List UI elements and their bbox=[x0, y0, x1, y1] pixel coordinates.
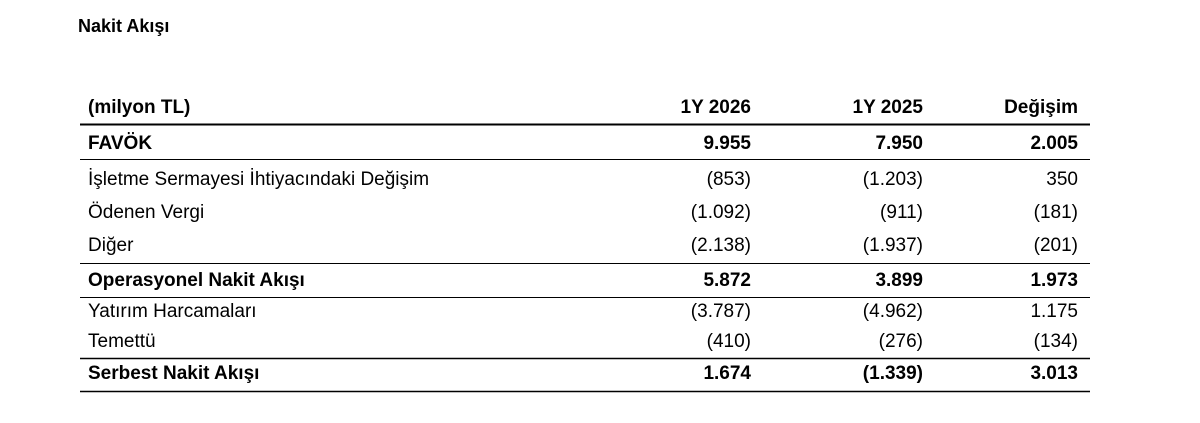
value-cell: (276) bbox=[879, 331, 923, 352]
value-cell: 1.674 bbox=[703, 363, 751, 384]
title: Nakit Akışı bbox=[78, 16, 169, 36]
header-cell: 1Y 2026 bbox=[681, 97, 751, 118]
value-cell: 3.013 bbox=[1030, 363, 1078, 384]
value-cell: 1.973 bbox=[1030, 270, 1078, 291]
row-label: İşletme Sermayesi İhtiyacındaki Değişim bbox=[88, 169, 429, 190]
value-cell: 5.872 bbox=[703, 270, 751, 291]
value-cell: 2.005 bbox=[1030, 133, 1078, 154]
value-cell: (1.092) bbox=[691, 202, 751, 223]
value-cell: (1.339) bbox=[863, 363, 923, 384]
value-cell: (134) bbox=[1034, 331, 1078, 352]
value-cell: (853) bbox=[707, 169, 751, 190]
value-cell: (911) bbox=[880, 202, 923, 223]
value-cell: (4.962) bbox=[863, 301, 923, 322]
row-label: Diğer bbox=[88, 235, 134, 256]
value-cell: (2.138) bbox=[691, 235, 751, 256]
row-label: FAVÖK bbox=[88, 133, 152, 154]
row-label: Operasyonel Nakit Akışı bbox=[88, 270, 305, 291]
row-label: Serbest Nakit Akışı bbox=[88, 363, 259, 384]
row-label: Temettü bbox=[88, 331, 156, 352]
value-cell: 1.175 bbox=[1030, 301, 1078, 322]
row-label: Yatırım Harcamaları bbox=[88, 301, 257, 322]
value-cell: (410) bbox=[707, 331, 751, 352]
value-cell: 9.955 bbox=[703, 133, 751, 154]
value-cell: (3.787) bbox=[691, 301, 751, 322]
value-cell: 3.899 bbox=[875, 270, 923, 291]
value-cell: (1.203) bbox=[863, 169, 923, 190]
header-cell: (milyon TL) bbox=[88, 97, 190, 118]
value-cell: (181) bbox=[1034, 202, 1078, 223]
value-cell: 7.950 bbox=[875, 133, 923, 154]
header-cell: Değişim bbox=[1004, 97, 1078, 118]
header-cell: 1Y 2025 bbox=[853, 97, 924, 118]
value-cell: (201) bbox=[1034, 235, 1078, 256]
row-label: Ödenen Vergi bbox=[88, 202, 204, 223]
value-cell: 350 bbox=[1046, 169, 1078, 190]
value-cell: (1.937) bbox=[863, 235, 923, 256]
